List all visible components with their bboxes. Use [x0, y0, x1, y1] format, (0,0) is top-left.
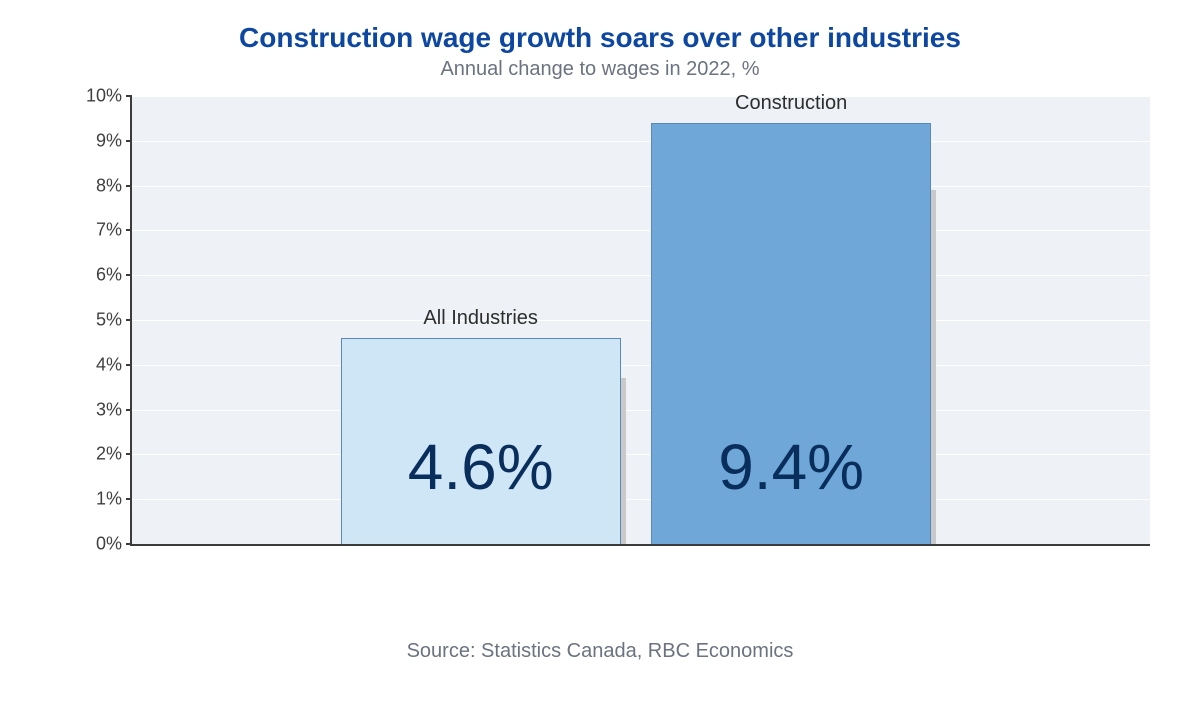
bar-label: All Industries	[423, 307, 538, 330]
y-axis-tick: 5%	[96, 310, 122, 331]
bar: 9.4%	[651, 123, 931, 544]
y-axis-tick: 10%	[86, 86, 122, 107]
bar-value: 4.6%	[408, 430, 554, 544]
y-axis-tick: 2%	[96, 444, 122, 465]
chart-subtitle: Annual change to wages in 2022, %	[0, 58, 1200, 81]
bar: 4.6%	[341, 338, 621, 544]
source-attribution: Source: Statistics Canada, RBC Economics	[0, 640, 1200, 663]
bar-group: 9.4%Construction	[651, 96, 931, 544]
plot-area: 0%1%2%3%4%5%6%7%8%9%10%4.6%All Industrie…	[130, 96, 1150, 546]
y-axis-tick: 3%	[96, 399, 122, 420]
y-axis-tick: 8%	[96, 175, 122, 196]
bar-value: 9.4%	[718, 430, 864, 544]
chart-title: Construction wage growth soars over othe…	[0, 0, 1200, 54]
y-axis-tick: 7%	[96, 220, 122, 241]
y-axis-tick: 1%	[96, 489, 122, 510]
y-axis-tick: 9%	[96, 130, 122, 151]
y-axis-tick: 4%	[96, 354, 122, 375]
y-axis-tick: 0%	[96, 534, 122, 555]
bar-group: 4.6% All Industries	[341, 96, 621, 544]
bar-label: Construction	[735, 92, 847, 115]
y-axis-tick: 6%	[96, 265, 122, 286]
chart-container: 0%1%2%3%4%5%6%7%8%9%10%4.6%All Industrie…	[70, 96, 1150, 566]
